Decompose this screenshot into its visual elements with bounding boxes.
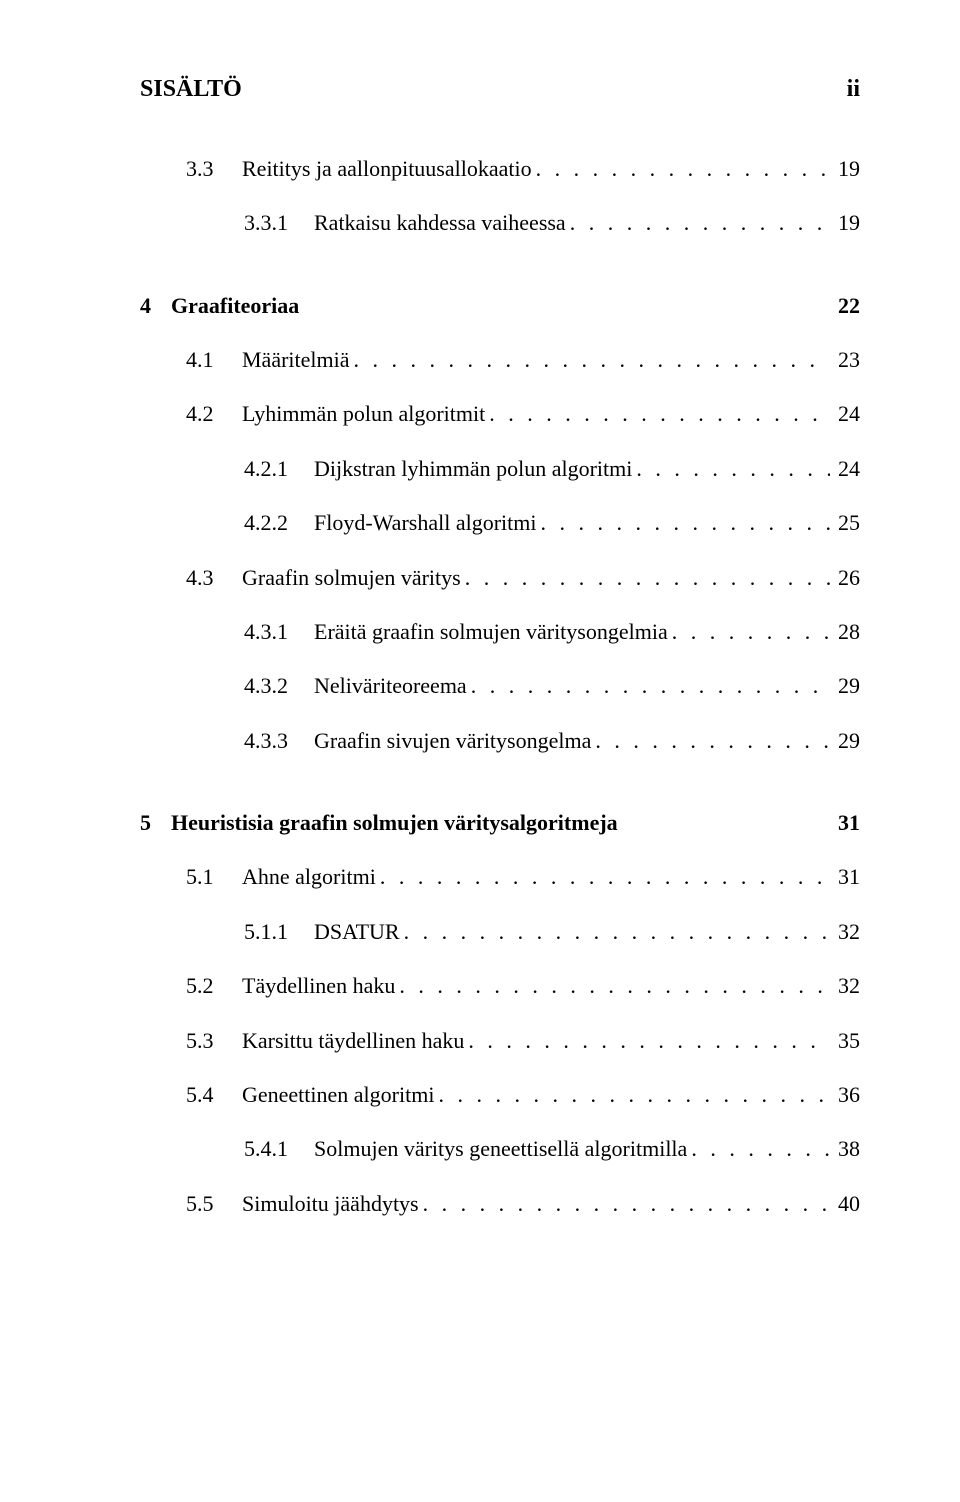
toc-entry-page: 29: [830, 673, 860, 699]
toc-leader-dots: . . . . . . . . . . . . . . . . . . . . …: [376, 864, 830, 890]
toc-entry-page: 31: [830, 864, 860, 890]
toc-entry-page: 40: [830, 1191, 860, 1217]
toc-entry-number: 4.2.1: [244, 456, 314, 482]
toc-entry-number: 4.3.2: [244, 673, 314, 699]
toc-entry: 4.3.1Eräitä graafin solmujen väritysonge…: [244, 619, 860, 645]
toc-entry: 4.3.2Neliväriteoreema . . . . . . . . . …: [244, 673, 860, 699]
toc-entry-page: 24: [830, 401, 860, 427]
toc-leader-dots: . . . . . . . . . . . . . . . . . . . . …: [536, 510, 830, 536]
toc-entry-number: 4.3: [186, 565, 242, 591]
toc-leader-dots: . . . . . . . . . . . . . . . . . . . . …: [419, 1191, 830, 1217]
toc-entry: 4.2Lyhimmän polun algoritmit . . . . . .…: [186, 401, 860, 427]
toc-entry: 5.1Ahne algoritmi . . . . . . . . . . . …: [186, 864, 860, 890]
toc-entry-page: 29: [830, 728, 860, 754]
toc-leader-dots: . . . . . . . . . . . . . . . . . . . . …: [350, 347, 830, 373]
toc-chapter: 5Heuristisia graafin solmujen väritysalg…: [140, 810, 860, 836]
toc-entry: 5.4.1Solmujen väritys geneettisellä algo…: [244, 1136, 860, 1162]
toc-entry-number: 4.3.3: [244, 728, 314, 754]
toc-entry-number: 5.1: [186, 864, 242, 890]
toc-leader-dots: . . . . . . . . . . . . . . . . . . . . …: [566, 210, 830, 236]
toc-leader-dots: . . . . . . . . . . . . . . . . . . . . …: [461, 565, 830, 591]
toc-entry: 5.5Simuloitu jäähdytys . . . . . . . . .…: [186, 1191, 860, 1217]
toc-leader-dots: . . . . . . . . . . . . . . . . . . . . …: [687, 1136, 830, 1162]
toc-entry-page: 32: [830, 919, 860, 945]
toc-entry-page: 38: [830, 1136, 860, 1162]
toc-entry-page: 36: [830, 1082, 860, 1108]
toc-leader-dots: . . . . . . . . . . . . . . . . . . . . …: [464, 1028, 830, 1054]
toc-entry-number: 4.3.1: [244, 619, 314, 645]
toc-entry: 5.3Karsittu täydellinen haku . . . . . .…: [186, 1028, 860, 1054]
toc-leader-dots: . . . . . . . . . . . . . . . . . . . . …: [395, 973, 830, 999]
toc-entry-page: 19: [830, 210, 860, 236]
toc-entry-label: Lyhimmän polun algoritmit: [242, 401, 485, 427]
toc-leader-dots: . . . . . . . . . . . . . . . . . . . . …: [632, 456, 830, 482]
toc-entry: 3.3.1Ratkaisu kahdessa vaiheessa . . . .…: [244, 210, 860, 236]
page-header: SISÄLTÖ ii: [140, 75, 860, 104]
toc-leader-dots: . . . . . . . . . . . . . . . . . . . . …: [467, 673, 830, 699]
toc-entry-label: Määritelmiä: [242, 347, 350, 373]
toc-entry-label: Dijkstran lyhimmän polun algoritmi: [314, 456, 632, 482]
toc-leader-dots: . . . . . . . . . . . . . . . . . . . . …: [400, 919, 830, 945]
toc-entry: 4.3Graafin solmujen väritys . . . . . . …: [186, 565, 860, 591]
toc-entry-number: 4.2: [186, 401, 242, 427]
toc-entry-number: 4.2.2: [244, 510, 314, 536]
toc-entry-label: Karsittu täydellinen haku: [242, 1028, 464, 1054]
toc-entry: 5.2Täydellinen haku . . . . . . . . . . …: [186, 973, 860, 999]
toc-entry-page: 24: [830, 456, 860, 482]
toc-entry-label: Täydellinen haku: [242, 973, 395, 999]
toc-entry-number: 3.3.1: [244, 210, 314, 236]
toc-entry-label: Ratkaisu kahdessa vaiheessa: [314, 210, 566, 236]
toc-chapter-title: Heuristisia graafin solmujen väritysalgo…: [151, 810, 838, 836]
toc-entry-number: 5.3: [186, 1028, 242, 1054]
header-right: ii: [847, 75, 860, 104]
toc-entry-page: 26: [830, 565, 860, 591]
toc-entry-label: Graafin sivujen väritysongelma: [314, 728, 591, 754]
toc-entry-page: 19: [830, 156, 860, 182]
toc-entry-label: Geneettinen algoritmi: [242, 1082, 434, 1108]
table-of-contents: 3.3Reititys ja aallonpituusallokaatio . …: [140, 156, 860, 1217]
toc-entry-label: Eräitä graafin solmujen väritysongelmia: [314, 619, 668, 645]
toc-entry: 5.4Geneettinen algoritmi . . . . . . . .…: [186, 1082, 860, 1108]
toc-entry-page: 35: [830, 1028, 860, 1054]
toc-leader-dots: . . . . . . . . . . . . . . . . . . . . …: [591, 728, 830, 754]
toc-entry-page: 23: [830, 347, 860, 373]
toc-entry: 4.3.3Graafin sivujen väritysongelma . . …: [244, 728, 860, 754]
toc-entry-page: 28: [830, 619, 860, 645]
toc-entry-number: 3.3: [186, 156, 242, 182]
toc-entry-label: DSATUR: [314, 919, 400, 945]
toc-entry: 3.3Reititys ja aallonpituusallokaatio . …: [186, 156, 860, 182]
toc-entry: 4.1Määritelmiä . . . . . . . . . . . . .…: [186, 347, 860, 373]
toc-chapter: 4Graafiteoriaa22: [140, 293, 860, 319]
toc-entry-page: 25: [830, 510, 860, 536]
toc-entry-label: Floyd-Warshall algoritmi: [314, 510, 536, 536]
toc-chapter-number: 4: [140, 293, 151, 319]
toc-entry-label: Simuloitu jäähdytys: [242, 1191, 419, 1217]
toc-entry-number: 5.2: [186, 973, 242, 999]
toc-leader-dots: . . . . . . . . . . . . . . . . . . . . …: [532, 156, 830, 182]
toc-entry-number: 5.4: [186, 1082, 242, 1108]
toc-entry-label: Ahne algoritmi: [242, 864, 376, 890]
toc-entry: 4.2.1Dijkstran lyhimmän polun algoritmi …: [244, 456, 860, 482]
toc-chapter-number: 5: [140, 810, 151, 836]
toc-leader-dots: . . . . . . . . . . . . . . . . . . . . …: [434, 1082, 830, 1108]
toc-entry-label: Reititys ja aallonpituusallokaatio: [242, 156, 532, 182]
toc-entry-number: 5.4.1: [244, 1136, 314, 1162]
toc-entry-page: 32: [830, 973, 860, 999]
toc-entry: 4.2.2Floyd-Warshall algoritmi . . . . . …: [244, 510, 860, 536]
toc-entry: 5.1.1DSATUR . . . . . . . . . . . . . . …: [244, 919, 860, 945]
toc-chapter-title: Graafiteoriaa: [151, 293, 838, 319]
toc-entry-number: 4.1: [186, 347, 242, 373]
header-left: SISÄLTÖ: [140, 75, 242, 104]
toc-entry-label: Solmujen väritys geneettisellä algoritmi…: [314, 1136, 687, 1162]
toc-entry-label: Graafin solmujen väritys: [242, 565, 461, 591]
toc-leader-dots: . . . . . . . . . . . . . . . . . . . . …: [485, 401, 830, 427]
toc-entry-label: Neliväriteoreema: [314, 673, 467, 699]
toc-entry-number: 5.1.1: [244, 919, 314, 945]
toc-chapter-page: 22: [838, 293, 860, 319]
toc-leader-dots: . . . . . . . . . . . . . . . . . . . . …: [668, 619, 830, 645]
toc-chapter-page: 31: [838, 810, 860, 836]
toc-entry-number: 5.5: [186, 1191, 242, 1217]
